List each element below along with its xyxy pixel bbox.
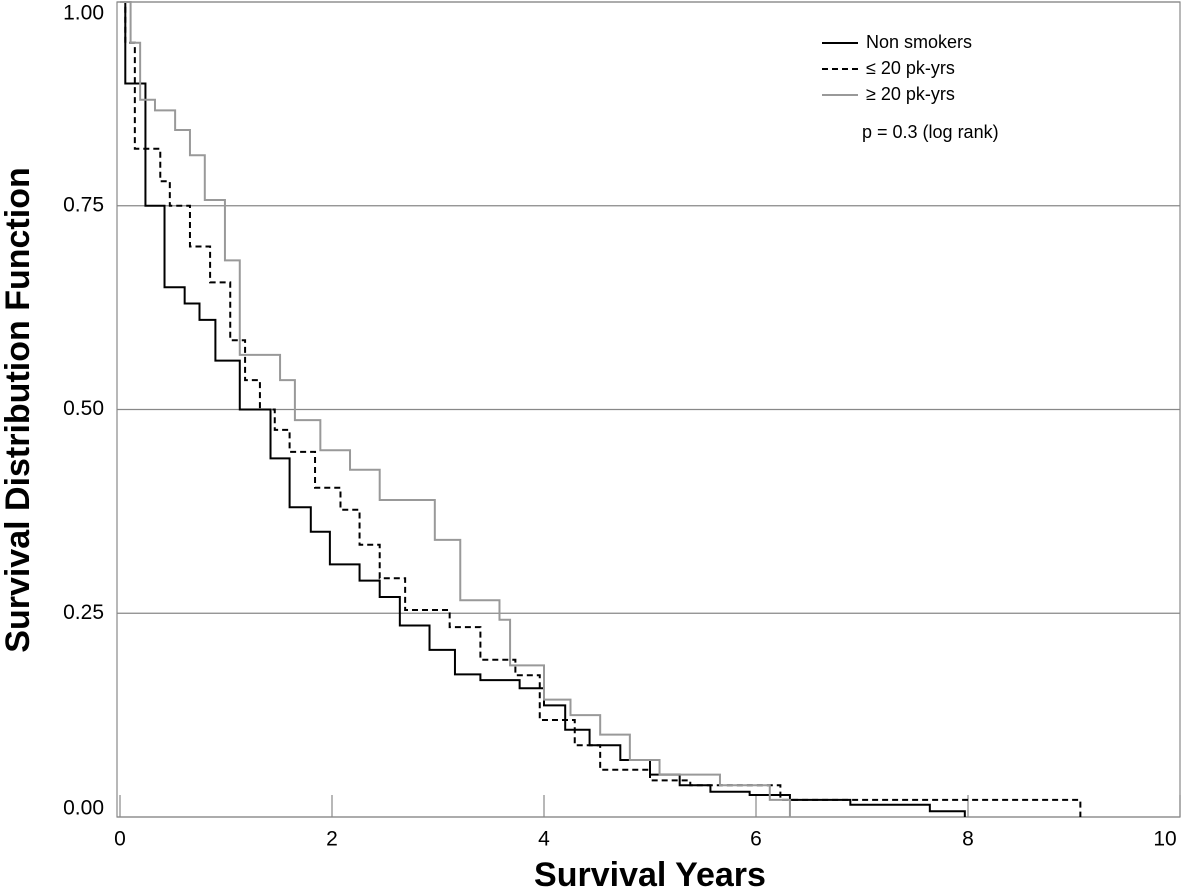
x-axis-title: Survival Years — [534, 856, 766, 891]
survival-curve — [120, 1, 1082, 817]
legend-label: ≤ 20 pk-yrs — [866, 58, 955, 78]
y-axis-title: Survival Distribution Function — [0, 167, 37, 652]
y-tick-label: 1.00 — [63, 2, 104, 25]
x-tick-label: 6 — [750, 828, 762, 851]
annotation: p = 0.3 (log rank) — [862, 122, 999, 142]
y-tick-label: 0.75 — [63, 193, 104, 216]
y-tick-label: 0.00 — [63, 797, 104, 820]
x-tick-label: 10 — [1153, 828, 1176, 851]
plot-frame — [116, 1, 1181, 818]
y-tick-label: 0.25 — [63, 601, 104, 624]
x-tick-label: 8 — [962, 828, 974, 851]
legend-label: ≥ 20 pk-yrs — [866, 84, 955, 104]
legend-label: Non smokers — [866, 32, 972, 52]
y-tick-label: 0.50 — [63, 397, 104, 420]
survival-curve — [120, 1, 791, 817]
survival-curve — [120, 1, 966, 817]
x-tick-label: 0 — [114, 828, 126, 851]
x-tick-label: 2 — [326, 828, 338, 851]
x-tick-label: 4 — [538, 828, 550, 851]
